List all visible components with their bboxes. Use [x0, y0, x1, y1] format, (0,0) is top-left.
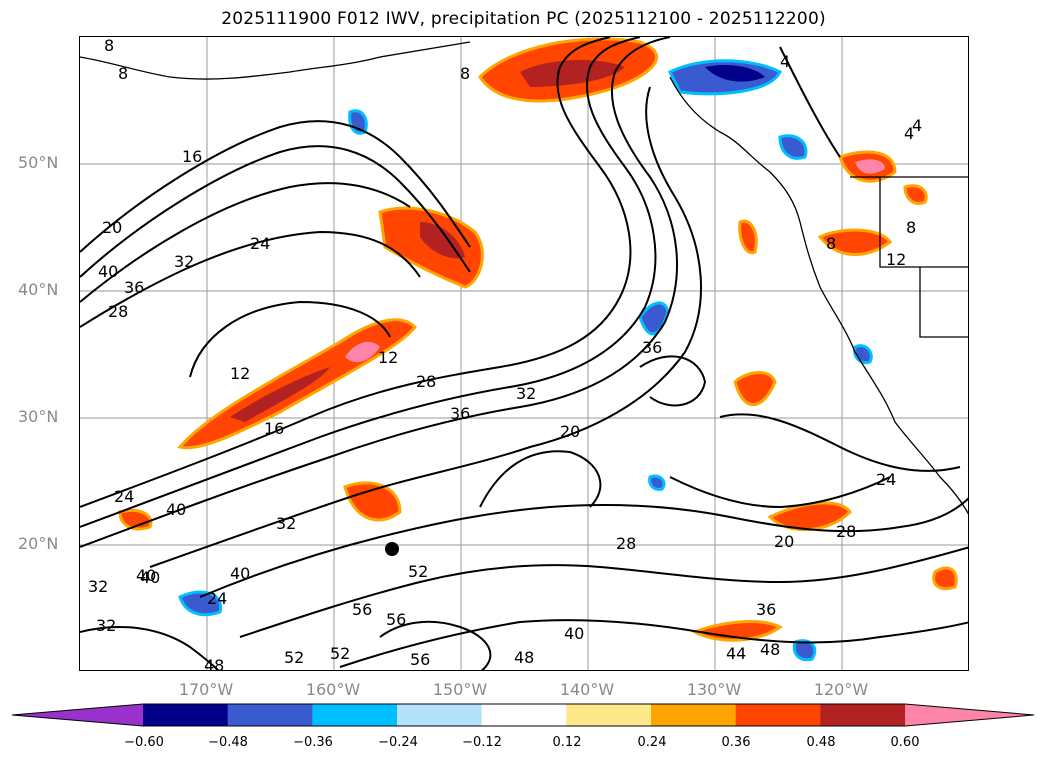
map-panel[interactable]: 8 8 8 4 4 16 20 24 40 36 32 28 12 16 12 …	[79, 36, 969, 671]
colorbar-tick: 0.60	[890, 735, 920, 750]
contour-label: 36	[124, 278, 144, 297]
contour-label: 12	[378, 348, 398, 367]
contour-label: 40	[166, 500, 186, 519]
contour-label: 32	[88, 577, 108, 596]
colorbar-extend-high	[905, 704, 1034, 726]
contour-label: 4	[912, 116, 922, 135]
colorbar-segment	[143, 704, 229, 726]
colorbar-segment	[820, 704, 906, 726]
contour-label: 36	[450, 404, 470, 423]
contour-label: 56	[352, 600, 372, 619]
lat-label: 40°N	[18, 280, 59, 299]
colorbar-segment	[481, 704, 567, 726]
contour-label: 20	[102, 218, 122, 237]
iwv-contours	[80, 37, 968, 670]
contour-label: 40	[136, 566, 156, 585]
contour-label: 32	[516, 384, 536, 403]
contour-label: 20	[560, 422, 580, 441]
lon-label: 160°W	[305, 680, 361, 699]
lat-label: 20°N	[18, 534, 59, 553]
contour-label: 12	[230, 364, 250, 383]
contour-label: 32	[276, 514, 296, 533]
colorbar	[12, 703, 1035, 727]
colorbar-extend-low	[12, 704, 143, 726]
contour-label: 8	[906, 218, 916, 237]
colorbar-segment	[397, 704, 483, 726]
precip-negative-areas	[178, 59, 873, 662]
colorbar-segment	[735, 704, 821, 726]
contour-label: 56	[410, 650, 430, 669]
colorbar-tick: −0.36	[293, 735, 333, 750]
colorbar-tick: −0.48	[208, 735, 248, 750]
contour-label: 28	[416, 372, 436, 391]
contour-label: 8	[826, 234, 836, 253]
contour-label: 24	[250, 234, 270, 253]
colorbar-tick: 0.36	[721, 735, 751, 750]
contour-label: 48	[204, 656, 224, 671]
colorbar-tick: −0.24	[378, 735, 418, 750]
contour-label: 16	[264, 419, 284, 438]
lat-label: 30°N	[18, 407, 59, 426]
contour-label: 8	[460, 64, 470, 83]
contour-label: 52	[408, 562, 428, 581]
contour-labels: 8 8 8 4 4 16 20 24 40 36 32 28 12 16 12 …	[88, 37, 922, 671]
contour-label: 44	[726, 644, 746, 663]
colorbar-tick: −0.60	[124, 735, 164, 750]
contour-label: 28	[616, 534, 636, 553]
contour-label: 8	[104, 37, 114, 55]
lon-label: 140°W	[559, 680, 615, 699]
lon-label: 150°W	[432, 680, 488, 699]
contour-label: 32	[96, 616, 116, 635]
contour-label: 52	[284, 648, 304, 667]
contour-label: 40	[140, 568, 160, 587]
contour-label: 48	[514, 648, 534, 667]
contour-label: 8	[118, 64, 128, 83]
colorbar-tick: 0.24	[637, 735, 667, 750]
contour-label: 40	[98, 262, 118, 281]
colorbar-segment	[312, 704, 398, 726]
lon-label: 120°W	[813, 680, 869, 699]
contour-label: 28	[108, 302, 128, 321]
lon-label: 130°W	[686, 680, 742, 699]
colorbar-tick: 0.12	[552, 735, 582, 750]
contour-label: 36	[756, 600, 776, 619]
colorbar-segment	[651, 704, 737, 726]
contour-label: 32	[174, 252, 194, 271]
lon-label: 170°W	[178, 680, 234, 699]
contour-label: 4	[904, 124, 914, 143]
contour-label: 20	[774, 532, 794, 551]
lat-label: 50°N	[18, 153, 59, 172]
low-center-marker	[385, 542, 399, 556]
contour-label: 4	[780, 52, 790, 71]
colorbar-segment	[566, 704, 652, 726]
coastline	[80, 41, 968, 515]
contour-label: 24	[207, 589, 227, 608]
colorbar-tick: 0.48	[806, 735, 836, 750]
gridlines	[80, 37, 968, 670]
colorbar-tick: −0.12	[462, 735, 502, 750]
precip-positive-areas	[118, 37, 958, 642]
colorbar-segment	[227, 704, 313, 726]
contour-label: 28	[836, 522, 856, 541]
contour-label: 16	[182, 147, 202, 166]
contour-label: 40	[230, 564, 250, 583]
contour-label: 24	[876, 470, 896, 489]
contour-label: 52	[330, 644, 350, 663]
map-canvas: 8 8 8 4 4 16 20 24 40 36 32 28 12 16 12 …	[80, 37, 968, 671]
contour-label: 48	[760, 640, 780, 659]
contour-label: 36	[642, 338, 662, 357]
contour-label: 40	[564, 624, 584, 643]
colorbar-segments	[12, 704, 1034, 726]
map-title: 2025111900 F012 IWV, precipitation PC (2…	[221, 9, 826, 29]
contour-label: 56	[386, 610, 406, 629]
contour-label: 24	[114, 487, 134, 506]
contour-label: 12	[886, 250, 906, 269]
